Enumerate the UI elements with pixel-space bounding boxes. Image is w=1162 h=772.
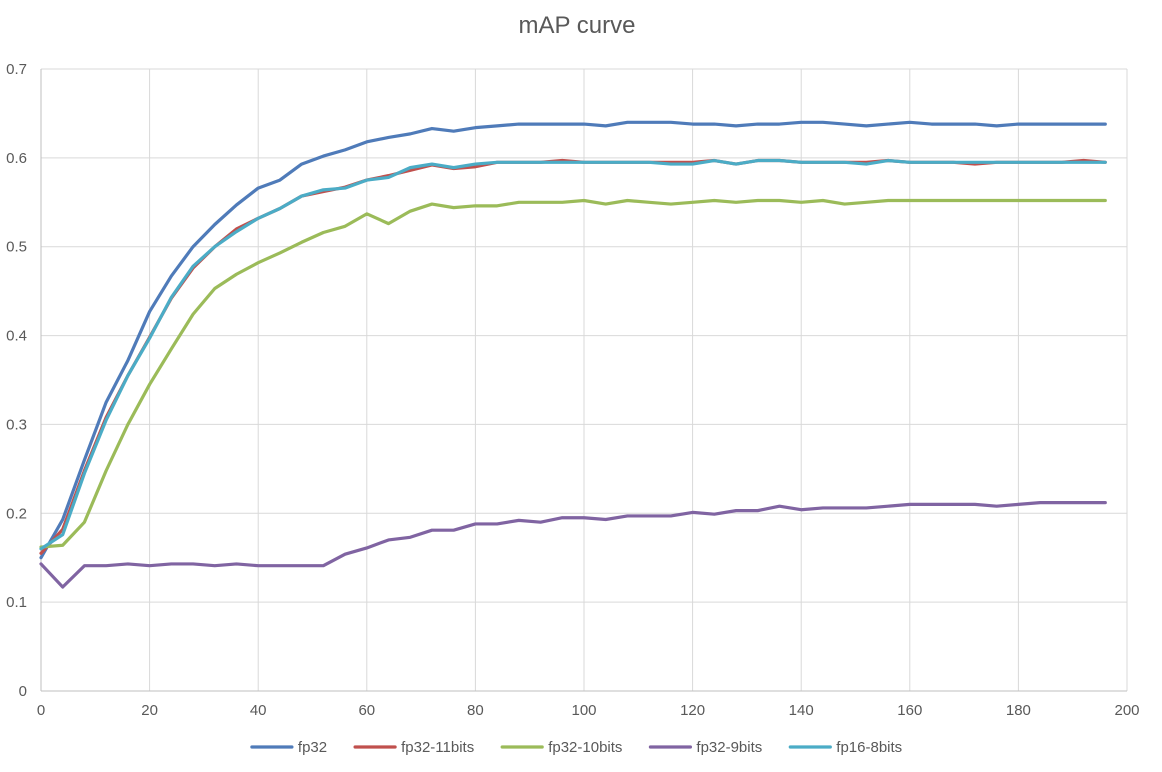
x-tick-label: 140: [789, 702, 814, 719]
y-tick-label: 0.6: [6, 150, 27, 167]
x-tick-label: 120: [680, 702, 705, 719]
legend-label: fp16-8bits: [836, 739, 902, 756]
x-tick-label: 20: [141, 702, 158, 719]
legend: fp32 fp32-11bits fp32-10bits fp32-9bits fp16…: [250, 739, 902, 756]
x-tick-label: 40: [250, 702, 267, 719]
y-tick-label: 0.2: [6, 505, 27, 522]
y-tick-label: 0.3: [6, 416, 27, 433]
legend-label: fp32-10bits: [548, 739, 622, 756]
series-line-fp16-8bits: [39, 158, 1107, 551]
x-tick-label: 100: [571, 702, 596, 719]
x-tick-label: 200: [1114, 702, 1139, 719]
axes: [40, 69, 1127, 692]
series-line-fp32: [39, 120, 1107, 560]
series-line-fp32-11bits: [39, 158, 1107, 555]
legend-item-fp32: fp32: [250, 739, 327, 756]
y-tick-label: 0.7: [6, 61, 27, 78]
x-tick-label: 60: [358, 702, 375, 719]
series-lines: [39, 120, 1107, 589]
x-tick-label: 80: [467, 702, 484, 719]
tick-labels: 0 0.1 0.2 0.3 0.4 0.5 0.6 0.7 0 20 40 60 80 100 120 140…: [6, 61, 1139, 719]
legend-label: fp32-11bits: [401, 739, 474, 756]
series-line-fp32-10bits: [39, 198, 1107, 549]
grid-lines: [41, 68, 1128, 691]
y-tick-label: 0.5: [6, 239, 27, 256]
legend-label: fp32: [298, 739, 327, 756]
legend-item-fp32-9bits: fp32-9bits: [648, 739, 762, 756]
legend-item-fp16-8bits: fp16-8bits: [788, 739, 902, 756]
legend-item-fp32-11bits: fp32-11bits: [353, 739, 474, 756]
legend-item-fp32-10bits: fp32-10bits: [500, 739, 622, 756]
series-line-fp32-9bits: [39, 501, 1107, 589]
y-tick-label: 0: [19, 683, 27, 700]
x-tick-label: 180: [1006, 702, 1031, 719]
x-tick-label: 0: [37, 702, 45, 719]
chart-title: mAP curve: [519, 12, 636, 39]
legend-label: fp32-9bits: [696, 739, 762, 756]
y-tick-label: 0.4: [6, 328, 27, 345]
x-tick-label: 160: [897, 702, 922, 719]
y-tick-label: 0.1: [6, 594, 27, 611]
